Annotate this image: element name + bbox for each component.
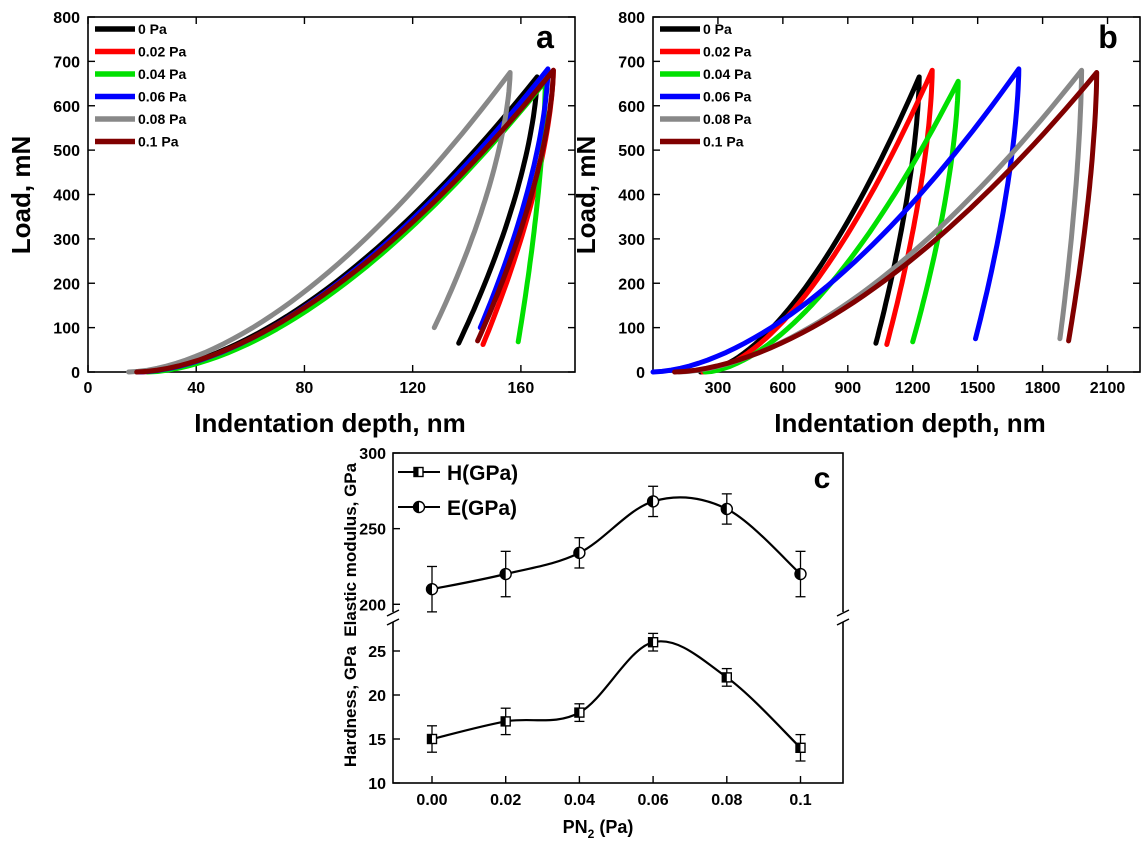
y-tick-label: 800 xyxy=(53,10,80,27)
y-tick-label: 0 xyxy=(71,365,80,382)
x-tick-label: 600 xyxy=(770,380,797,397)
y-tick-label: 300 xyxy=(359,446,386,463)
legend-label: 0.06 Pa xyxy=(138,89,186,105)
x-tick-label: 1500 xyxy=(960,380,996,397)
x-tick-label: 40 xyxy=(187,380,205,397)
series-line-0-1-Pa xyxy=(134,67,556,375)
series-line-0-08-Pa xyxy=(126,70,513,375)
series-line-0-1-Pa xyxy=(672,70,1100,375)
marker-circle-fill xyxy=(573,547,580,559)
x-tick-label: 0.04 xyxy=(564,792,595,809)
y-tick-label: 500 xyxy=(618,143,645,160)
x-tick-label: 120 xyxy=(399,380,426,397)
y-tick-label: 500 xyxy=(53,143,80,160)
y-tick-label: 25 xyxy=(368,644,386,661)
x-tick-label: 0.1 xyxy=(789,792,811,809)
x-tick-label: 0.02 xyxy=(490,792,521,809)
axis-break-gap xyxy=(387,612,399,622)
legend-label: 0.1 Pa xyxy=(703,134,744,150)
legend-label: 0 Pa xyxy=(703,21,732,37)
x-tick-label: 1200 xyxy=(895,380,931,397)
legend-marker-fill xyxy=(413,501,419,513)
panel-b-xlabel: Indentation depth, nm xyxy=(774,408,1046,438)
x-tick-label: 160 xyxy=(508,380,535,397)
legend-label: 0.02 Pa xyxy=(138,44,186,60)
y-tick-label: 20 xyxy=(368,688,386,705)
y-tick-label: 700 xyxy=(53,54,80,71)
legend-label: H(GPa) xyxy=(447,462,518,485)
legend-marker-fill xyxy=(414,467,419,477)
axis-break xyxy=(386,609,400,617)
legend-label: E(GPa) xyxy=(447,497,517,520)
legend-label: 0.1 Pa xyxy=(138,134,179,150)
y-tick-label: 600 xyxy=(53,99,80,116)
series-line-0-04-Pa xyxy=(702,78,961,375)
fit-line-hardness xyxy=(431,640,802,749)
axis-break xyxy=(836,609,850,617)
x-tick-label: 300 xyxy=(705,380,732,397)
y-tick-label: 400 xyxy=(53,188,80,205)
x-tick-label: 0 xyxy=(84,380,93,397)
y-tick-label: 600 xyxy=(618,99,645,116)
y-tick-label: 700 xyxy=(618,54,645,71)
panel-c-xlabel: PN2 (Pa) xyxy=(563,817,634,841)
axis-break-gap xyxy=(837,612,849,622)
legend-label: 0.08 Pa xyxy=(138,111,186,127)
y-tick-label: 10 xyxy=(368,776,386,793)
legend-label: 0.06 Pa xyxy=(703,89,751,105)
panel-b-letter: b xyxy=(1098,19,1118,55)
x-tick-label: 1800 xyxy=(1025,380,1061,397)
axis-break xyxy=(836,618,850,626)
y-tick-label: 15 xyxy=(368,732,386,749)
y-tick-label: 300 xyxy=(618,232,645,249)
panel-a: a Indentation depth, nm Load, mN 0 100 200… xyxy=(6,10,576,438)
x-tick-label: 900 xyxy=(834,380,861,397)
marker-circle-fill xyxy=(500,568,506,580)
y-tick-label: 100 xyxy=(618,321,645,338)
legend-label: 0.04 Pa xyxy=(138,66,186,82)
x-tick-label: 80 xyxy=(296,380,314,397)
panel-c: c PN2 (Pa) Hardness, GPa Elastic modulus… xyxy=(341,446,850,841)
y-tick-label: 200 xyxy=(618,276,645,293)
legend-label: 0.02 Pa xyxy=(703,44,751,60)
marker-square-fill xyxy=(722,672,727,682)
marker-square-fill xyxy=(574,708,580,718)
panel-b-ylabel: Load, mN xyxy=(571,136,601,254)
y-tick-label: 300 xyxy=(53,232,80,249)
legend-label: 0.08 Pa xyxy=(703,111,751,127)
panel-a-letter: a xyxy=(536,19,554,55)
marker-circle-fill xyxy=(795,568,801,580)
series-line-0-06-Pa xyxy=(650,66,1022,375)
x-tick-label: 0.00 xyxy=(416,792,447,809)
panel-a-ylabel: Load, mN xyxy=(6,136,36,254)
panel-a-xlabel: Indentation depth, nm xyxy=(194,408,466,438)
y-tick-label: 200 xyxy=(53,276,80,293)
marker-square-fill xyxy=(501,716,506,726)
x-tick-label: 2100 xyxy=(1090,380,1126,397)
marker-square-fill xyxy=(796,743,801,753)
panel-c-ylabel: Hardness, GPa Elastic modulus, GPa xyxy=(341,462,360,767)
marker-circle-fill xyxy=(721,503,727,515)
series-line-0-02-Pa xyxy=(139,67,556,375)
x-tick-label: 0.06 xyxy=(638,792,669,809)
marker-square-fill xyxy=(427,734,432,744)
marker-circle-fill xyxy=(647,495,654,507)
marker-square-fill xyxy=(648,637,654,647)
y-tick-label: 100 xyxy=(53,321,80,338)
y-tick-label: 250 xyxy=(359,522,386,539)
y-tick-label: 200 xyxy=(359,597,386,614)
panel-c-letter: c xyxy=(814,462,831,495)
y-tick-label: 800 xyxy=(618,10,645,27)
x-tick-label: 0.08 xyxy=(711,792,742,809)
y-tick-label: 400 xyxy=(618,188,645,205)
marker-circle-fill xyxy=(426,583,432,595)
panel-b: b Indentation depth, nm Load, mN 0 100 200… xyxy=(571,10,1141,438)
y-tick-label: 0 xyxy=(636,365,645,382)
legend-label: 0 Pa xyxy=(138,21,167,37)
legend-label: 0.04 Pa xyxy=(703,66,751,82)
axis-break xyxy=(386,618,400,626)
